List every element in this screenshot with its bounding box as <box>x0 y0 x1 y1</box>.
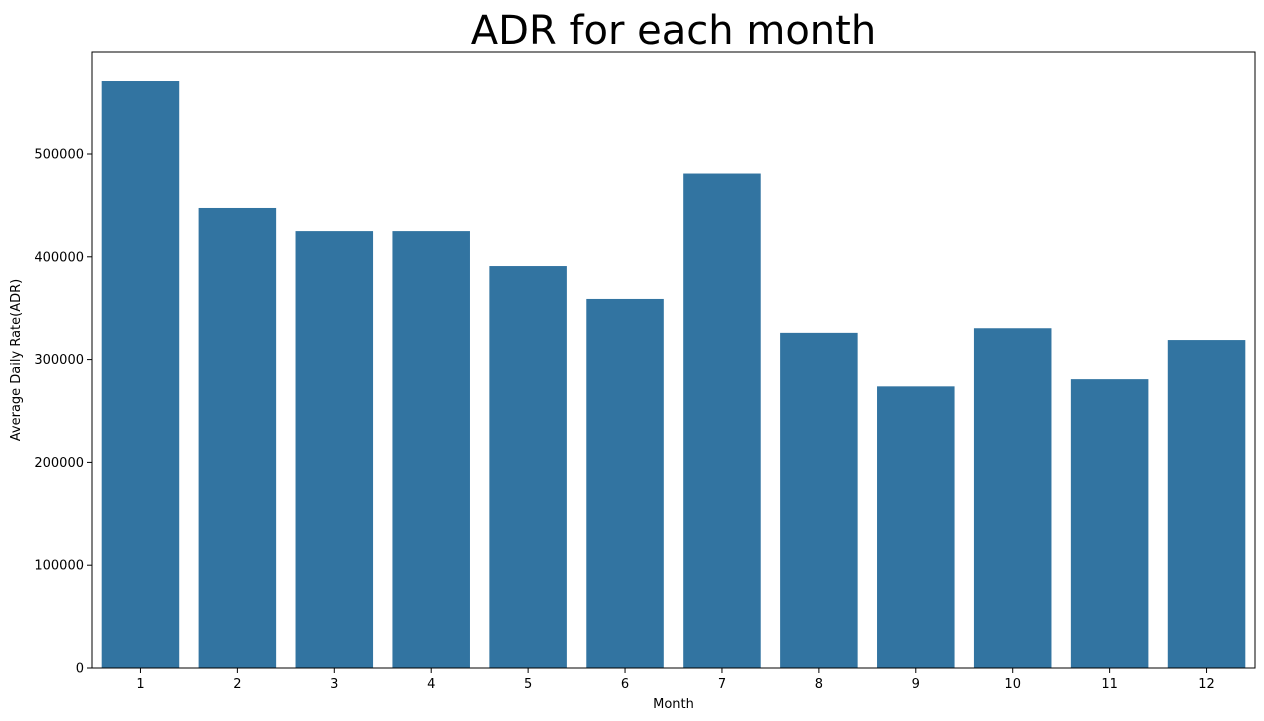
x-tick-label: 11 <box>1101 677 1118 692</box>
y-tick-label: 300000 <box>34 353 84 368</box>
x-tick-label: 7 <box>718 677 726 692</box>
bar-month-12 <box>1167 340 1246 668</box>
chart-title: ADR for each month <box>471 8 876 54</box>
y-axis-ticks: 0 100000 200000 300000 400000 500000 <box>34 148 92 677</box>
x-tick-label: 9 <box>912 677 920 692</box>
x-tick-label: 2 <box>233 677 241 692</box>
bars-group <box>101 81 1246 668</box>
y-tick-label: 500000 <box>34 148 84 163</box>
bar-month-6 <box>586 298 664 668</box>
x-tick-label: 4 <box>427 677 435 692</box>
bar-month-7 <box>683 173 761 668</box>
bar-month-11 <box>1070 379 1149 668</box>
bar-month-8 <box>780 332 858 668</box>
bar-month-2 <box>198 207 277 668</box>
bar-month-3 <box>295 231 374 668</box>
x-tick-label: 3 <box>330 677 338 692</box>
bar-month-10 <box>973 328 1052 668</box>
x-tick-label: 12 <box>1198 677 1215 692</box>
bar-month-9 <box>877 386 955 668</box>
x-axis-label: Month <box>653 697 694 712</box>
x-tick-label: 5 <box>524 677 532 692</box>
bar-month-1 <box>101 81 180 668</box>
x-tick-label: 8 <box>815 677 823 692</box>
y-tick-label: 0 <box>76 662 84 677</box>
bar-month-4 <box>392 231 470 668</box>
y-tick-label: 400000 <box>34 250 84 265</box>
y-axis-label: Average Daily Rate(ADR) <box>9 279 24 441</box>
x-tick-label: 1 <box>136 677 144 692</box>
plot-frame <box>91 51 1256 669</box>
x-tick-label: 6 <box>621 677 629 692</box>
y-tick-label: 200000 <box>34 456 84 471</box>
bar-month-5 <box>489 266 567 668</box>
x-tick-label: 10 <box>1004 677 1021 692</box>
x-axis-ticks: 1 2 3 4 5 6 7 8 9 10 11 12 <box>136 668 1215 692</box>
y-tick-label: 100000 <box>34 559 84 574</box>
